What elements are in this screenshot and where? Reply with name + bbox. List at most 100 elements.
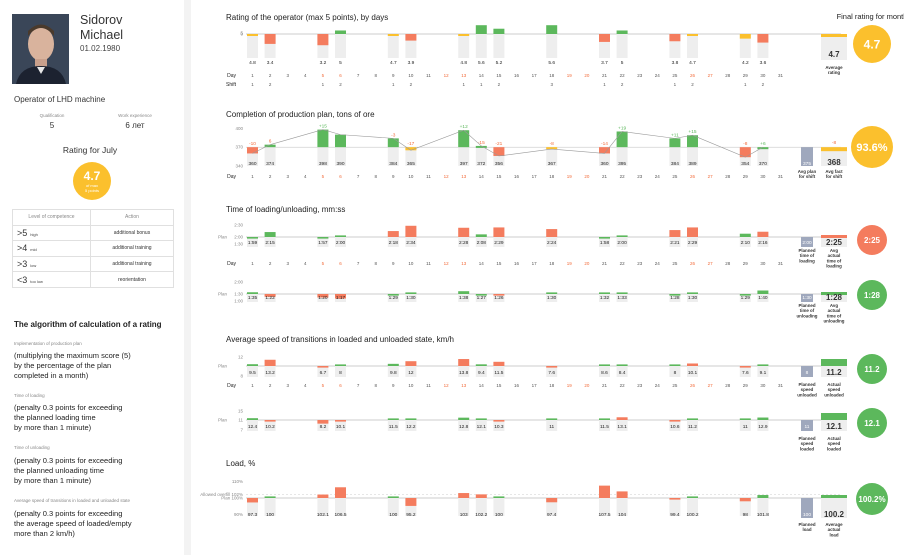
day-label: 15	[496, 261, 502, 266]
bar	[317, 366, 329, 368]
bar	[669, 420, 681, 422]
row-label: Day	[227, 261, 236, 267]
competence-row: >4 mid additional training	[12, 240, 174, 257]
kpi-circle-value: 2:25	[864, 236, 881, 245]
bar-bg	[264, 147, 276, 166]
value-label: 2:00	[617, 240, 627, 246]
algorithm-item-line: by more than 1 minute)	[14, 423, 92, 432]
bar-bg	[475, 498, 487, 516]
y-tick-label: 11	[238, 418, 243, 423]
bar	[493, 420, 505, 422]
bar	[405, 498, 417, 506]
value-label: 1:30	[547, 295, 557, 301]
bar-bg	[475, 34, 487, 58]
summary-fact-value: 1:28	[826, 293, 843, 302]
value-label: 356	[495, 161, 503, 167]
value-label: 4.7	[390, 60, 397, 66]
summary-plan-label: speed	[801, 387, 814, 392]
bar-bg	[757, 366, 769, 377]
value-label: 11	[743, 424, 748, 430]
operator-photo	[12, 14, 69, 84]
y-tick-label: 5	[240, 31, 243, 36]
bar	[687, 363, 698, 366]
bar	[687, 418, 698, 420]
day-label: 7	[357, 174, 360, 179]
bar-bg	[247, 420, 258, 431]
day-label: 20	[584, 383, 590, 388]
trend-line	[252, 129, 764, 158]
value-label: 100	[495, 512, 503, 518]
shift-label: 2	[410, 82, 413, 87]
algorithm-item-line: completed in a month)	[14, 371, 89, 380]
value-label: 1:38	[459, 295, 469, 301]
shift-label: 2	[339, 82, 342, 87]
y-tick-label: 370	[235, 145, 243, 150]
row-label: Shift	[226, 82, 237, 88]
rating-circle-value: 4.7	[83, 169, 101, 183]
summary-fact-label: load	[829, 532, 838, 537]
bar-bg	[387, 34, 399, 58]
bar-bg	[493, 498, 505, 516]
algorithm-item-label: Time of loading	[14, 393, 45, 398]
bar-bg	[757, 34, 769, 58]
bar-bg	[757, 147, 769, 166]
day-label: 31	[778, 261, 784, 266]
bar	[475, 294, 487, 296]
bar	[599, 418, 610, 420]
day-label: 3	[286, 383, 289, 388]
value-label: 4.7	[689, 60, 696, 66]
summary-fact-label: unloaded	[824, 392, 844, 397]
value-label: 12.9	[758, 424, 768, 430]
bar-bg	[546, 366, 558, 377]
day-label: 29	[743, 174, 749, 179]
algorithm-item-line: the planned loading time	[14, 413, 96, 422]
value-label: 360	[248, 161, 256, 167]
value-label: 10.3	[494, 424, 504, 430]
shift-label: 1	[674, 82, 677, 87]
day-label: 3	[286, 73, 289, 78]
bar-bg	[247, 147, 258, 166]
day-label: 12	[444, 261, 450, 266]
value-label: 5.2	[496, 60, 503, 66]
value-label: 10.1	[688, 370, 698, 376]
summary-plan-bar	[801, 294, 813, 302]
bar	[264, 34, 276, 44]
day-label: 9	[392, 73, 395, 78]
day-label: 22	[620, 174, 626, 179]
bar-bg	[757, 498, 769, 516]
day-label: 15	[496, 73, 502, 78]
bar	[387, 294, 399, 296]
value-label: 4.8	[249, 60, 256, 66]
bar-bg	[669, 294, 681, 302]
delta-label: -14	[601, 141, 608, 147]
day-label: 17	[532, 174, 538, 179]
bar	[247, 364, 258, 366]
summary-fact-bg	[821, 294, 847, 302]
y-tick-label: 1:00	[234, 299, 243, 304]
bar-bg	[405, 237, 417, 247]
day-label: 24	[655, 174, 661, 179]
bar	[387, 363, 399, 366]
bar-bg	[458, 34, 470, 58]
bar-bg	[493, 294, 505, 302]
algorithm-title: The algorithm of calculation of a rating	[14, 320, 162, 329]
value-label: 2:00	[336, 240, 346, 246]
summary-fact-label: speed	[828, 387, 841, 392]
summary-plan-label: unloading	[797, 313, 818, 318]
summary-plan-bar	[801, 237, 813, 247]
experience-label: Work experience	[118, 113, 152, 118]
bar	[687, 292, 698, 294]
bar-bg	[475, 366, 487, 377]
value-label: 1:22	[265, 295, 275, 301]
value-label: 3.6	[760, 60, 767, 66]
summary-plan-value: 8	[806, 370, 809, 376]
bar-bg	[493, 34, 505, 58]
day-label: 30	[760, 383, 766, 388]
value-label: 3.2	[320, 60, 327, 66]
summary-fact-value: 2:25	[826, 238, 843, 247]
bar	[247, 418, 258, 420]
day-label: 19	[567, 73, 573, 78]
summary-plan-label: unloaded	[797, 392, 817, 397]
bar	[757, 364, 769, 366]
bar-bg	[335, 498, 346, 516]
